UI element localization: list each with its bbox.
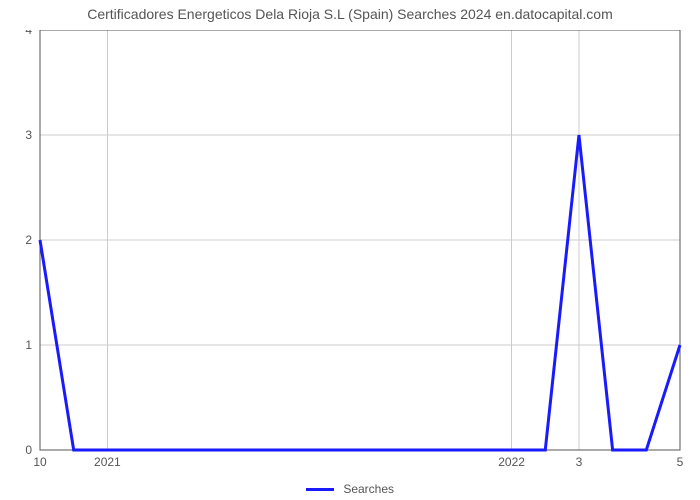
svg-text:2: 2 [25, 233, 32, 247]
svg-text:3: 3 [25, 128, 32, 142]
legend-swatch [306, 488, 334, 491]
chart-plot: 0 1 2 3 4 10 2021 2022 3 5 [10, 30, 700, 490]
x-tick-labels: 10 2021 2022 3 5 [33, 455, 683, 469]
svg-text:2021: 2021 [94, 455, 121, 469]
svg-text:2022: 2022 [498, 455, 525, 469]
legend-label: Searches [343, 482, 394, 496]
grid [40, 30, 680, 450]
svg-text:5: 5 [677, 455, 684, 469]
svg-text:1: 1 [25, 338, 32, 352]
chart-title: Certificadores Energeticos Dela Rioja S.… [0, 0, 700, 22]
series-line [40, 135, 680, 450]
chart-container: Certificadores Energeticos Dela Rioja S.… [0, 0, 700, 500]
svg-text:0: 0 [25, 443, 32, 457]
legend: Searches [0, 481, 700, 496]
y-tick-labels: 0 1 2 3 4 [25, 30, 32, 457]
svg-text:4: 4 [25, 30, 32, 37]
svg-text:3: 3 [576, 455, 583, 469]
svg-text:10: 10 [33, 455, 47, 469]
